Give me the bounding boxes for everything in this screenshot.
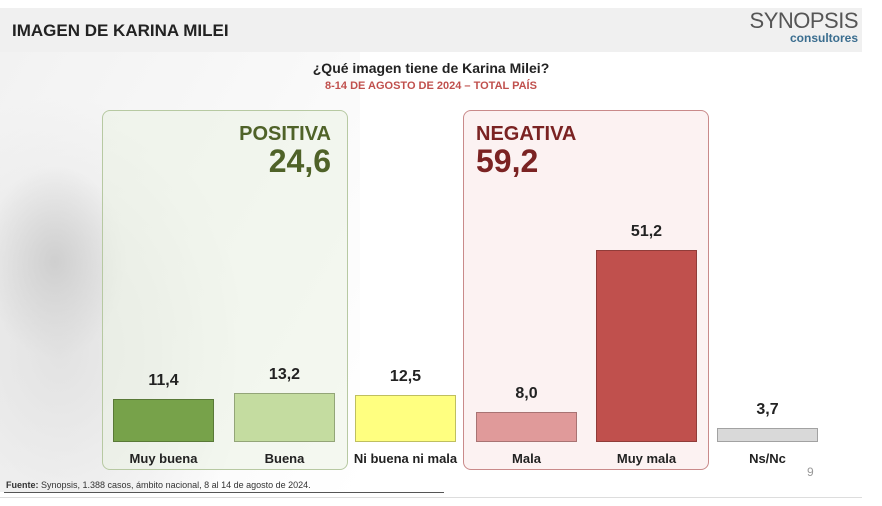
- bar-0: [113, 399, 214, 442]
- positive-value: 24,6: [268, 143, 331, 179]
- category-label: Muy buena: [129, 451, 198, 466]
- logo-sub: consultores: [789, 31, 858, 45]
- header-band: [0, 8, 862, 52]
- bar-5: [717, 428, 818, 442]
- bar-3: [476, 412, 577, 442]
- bar-value-label: 3,7: [756, 401, 779, 419]
- source-note: Fuente: Synopsis, 1.388 casos, ámbito na…: [6, 480, 311, 490]
- bar-2: [355, 395, 456, 442]
- bar-value-label: 11,4: [148, 372, 179, 390]
- positive-label: POSITIVA: [239, 123, 331, 145]
- category-label: Mala: [512, 451, 541, 466]
- survey-subtitle: 8-14 DE AGOSTO DE 2024 – TOTAL PAÍS: [325, 80, 537, 92]
- source-underline: [4, 492, 444, 493]
- logo-name: SYNOPSIS: [749, 8, 859, 33]
- category-label: Muy mala: [616, 451, 677, 466]
- category-label: Ns/Nc: [749, 451, 786, 466]
- bar-value-label: 12,5: [389, 368, 422, 386]
- category-label: Buena: [264, 451, 305, 466]
- page-number: 9: [807, 465, 814, 479]
- bar-value-label: 13,2: [268, 365, 301, 383]
- bar-4: [596, 250, 697, 442]
- negative-label: NEGATIVA: [476, 123, 577, 145]
- bar-value-label: 51,2: [630, 223, 663, 240]
- slide-title: IMAGEN DE KARINA MILEI: [12, 21, 229, 40]
- synopsis-logo: SYNOPSIS consultores: [749, 8, 859, 45]
- bottom-divider: [0, 497, 862, 498]
- bar-value-label: 8,0: [515, 385, 538, 402]
- negative-value: 59,2: [476, 143, 539, 179]
- source-label: Fuente:: [6, 480, 39, 490]
- bar-1: [234, 392, 335, 442]
- category-label: Ni buena ni mala: [353, 451, 458, 466]
- source-text: Synopsis, 1.388 casos, ámbito nacional, …: [38, 480, 311, 490]
- question-title: ¿Qué imagen tiene de Karina Milei?: [312, 60, 550, 76]
